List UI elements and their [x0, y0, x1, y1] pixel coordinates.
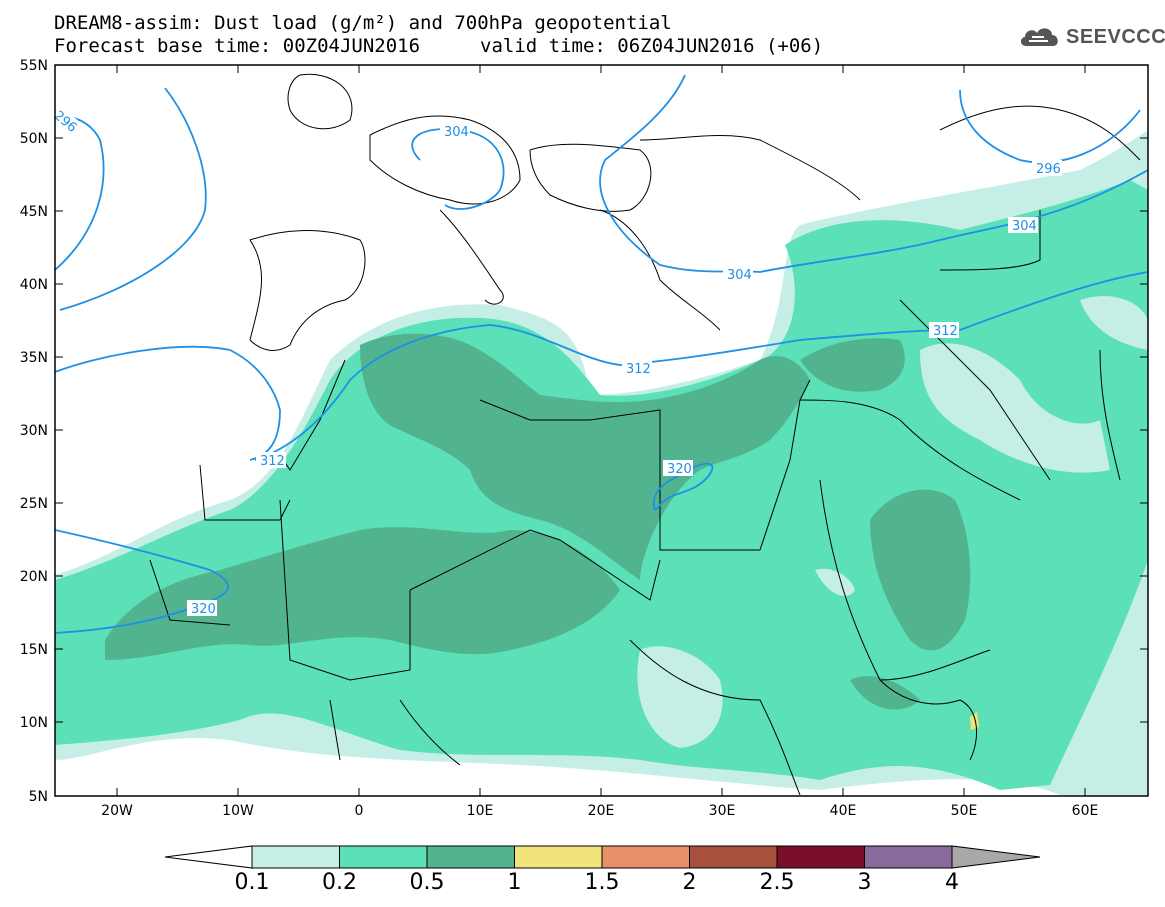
lat-label: 55N	[20, 58, 48, 74]
dust-layer-0.5d	[800, 338, 905, 392]
lat-label: 25N	[20, 496, 48, 512]
contour-label-304-europe: 304	[444, 125, 469, 140]
contour-label-304-greece: 304	[727, 268, 752, 283]
colorbar-under-triangle	[164, 845, 253, 869]
lat-label: 10N	[20, 715, 48, 731]
colorbar-swatch	[689, 845, 778, 869]
lon-label: 10W	[222, 803, 254, 819]
lon-label: 0	[355, 803, 364, 819]
lon-label: 60E	[1072, 803, 1099, 819]
base-time: Forecast base time: 00Z04JUN2016	[54, 35, 421, 57]
dust-layer-1	[970, 712, 979, 730]
lat-label: 5N	[29, 789, 48, 805]
colorbar-label: 1	[507, 870, 522, 895]
lat-label: 20N	[20, 569, 48, 585]
colorbar-swatch	[339, 845, 428, 869]
colorbar-label: 1.5	[584, 870, 620, 895]
lat-label: 50N	[20, 131, 48, 147]
lon-label: 20E	[588, 803, 615, 819]
lon-label: 40E	[830, 803, 857, 819]
map-title: DREAM8-assim: Dust load (g/m²) and 700hP…	[54, 12, 672, 34]
logo-text: SEEVCCC	[1066, 25, 1165, 48]
lon-label: 20W	[101, 803, 133, 819]
lon-label: 30E	[709, 803, 736, 819]
contour-label-312-east: 312	[933, 324, 958, 339]
colorbar-label: 4	[945, 870, 959, 895]
colorbar-swatch	[864, 845, 953, 869]
colorbar-swatch	[601, 845, 690, 869]
lat-label: 35N	[20, 350, 48, 366]
contour-label-320-west: 320	[191, 602, 216, 617]
colorbar-label: 2	[682, 870, 697, 895]
colorbar-swatch	[776, 845, 865, 869]
valid-time: valid time: 06Z04JUN2016 (+06)	[480, 35, 824, 57]
contour-label-312-west: 312	[260, 454, 285, 469]
cloud-icon	[1020, 28, 1058, 46]
contour-label-320-egypt: 320	[667, 462, 692, 477]
seevccc-logo: SEEVCCC	[1018, 24, 1165, 50]
dust-hole-3	[1080, 296, 1148, 350]
colorbar-label: 2.5	[759, 870, 795, 895]
contour-label-312-med: 312	[626, 362, 651, 377]
dust-hole-4	[815, 568, 855, 596]
dust-hole-1	[637, 646, 723, 748]
contour-label-296-east: 296	[1036, 162, 1061, 177]
colorbar	[164, 845, 1041, 869]
dust-layer-0.5	[360, 333, 810, 580]
lat-label: 45N	[20, 204, 48, 220]
time-info: Forecast base time: 00Z04JUN2016 valid ti…	[54, 35, 823, 57]
colorbar-label: 0.1	[234, 870, 270, 895]
lon-label: 10E	[467, 803, 494, 819]
lat-label: 30N	[20, 423, 48, 439]
colorbar-label: 3	[857, 870, 872, 895]
colorbar-swatch	[251, 845, 340, 869]
lon-label: 50E	[951, 803, 978, 819]
dust-hole-2	[920, 343, 1110, 473]
lat-label: 15N	[20, 642, 48, 658]
dust-layer-0.5c	[870, 489, 971, 651]
colorbar-swatch	[426, 845, 515, 869]
dust-layer-0.5e	[850, 676, 920, 710]
contour-label-304-caspian: 304	[1012, 219, 1037, 234]
colorbar-swatch	[514, 845, 603, 869]
lat-label: 40N	[20, 277, 48, 293]
colorbar-label: 0.5	[409, 870, 445, 895]
colorbar-over-triangle	[951, 845, 1041, 869]
axis-ticks: 55N 50N 45N 40N 35N 30N 25N 20N 15N 10N 5N 20W 10W 0 1…	[20, 58, 1148, 819]
contour-labels: 296 304 296 304 304 312 312 312 320 320	[48, 104, 1062, 617]
dust-layer-0.5b	[105, 527, 620, 660]
country-borders	[149, 73, 1141, 796]
colorbar-label: 0.2	[322, 870, 357, 895]
